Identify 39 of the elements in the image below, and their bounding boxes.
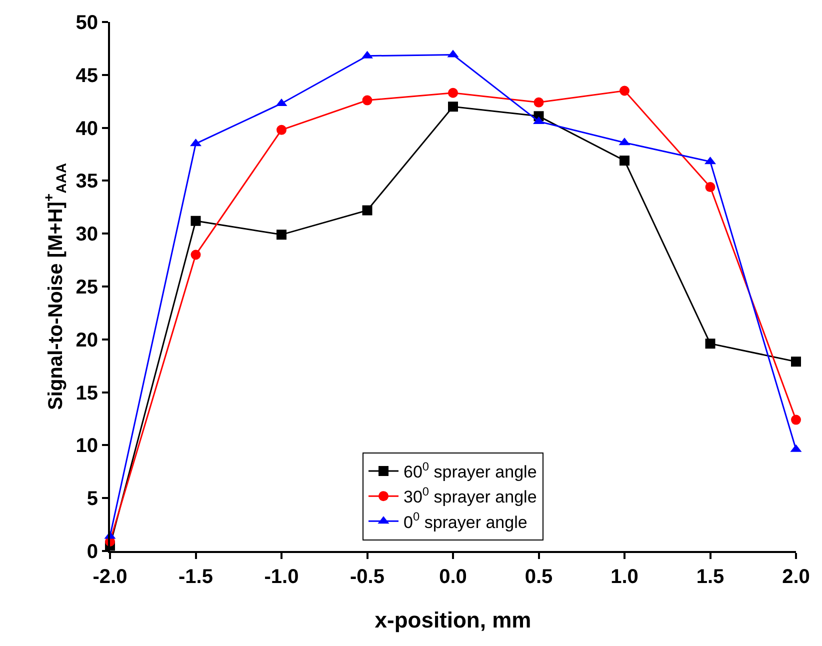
y-tick-label: 40 xyxy=(76,118,98,140)
point xyxy=(190,250,201,260)
point xyxy=(190,216,201,226)
point xyxy=(362,205,372,216)
y-tick-label: 50 xyxy=(76,12,98,34)
y-tick-label: 30 xyxy=(76,224,98,246)
x-tick-label: -1.0 xyxy=(264,566,299,588)
legend-label: 0$^{0}$ sprayer angle xyxy=(404,510,528,532)
point xyxy=(362,95,372,106)
y-tick-label: 45 xyxy=(76,64,98,87)
y-tick-label: 10 xyxy=(76,435,98,458)
point xyxy=(534,97,544,108)
y-tick-label: 5 xyxy=(86,488,98,510)
legend-label: 30$^{0}$ sprayer angle xyxy=(404,484,537,507)
point xyxy=(620,156,630,166)
point xyxy=(705,182,716,192)
y-tick-label: 15 xyxy=(76,382,98,404)
y-tick-label: 35 xyxy=(76,170,98,193)
point xyxy=(276,124,286,135)
y-tick-label: 20 xyxy=(76,329,98,352)
y-tick-label: 0 xyxy=(86,541,98,563)
x-tick-label: 1.0 xyxy=(610,566,638,588)
point xyxy=(620,86,630,96)
x-tick-label: 0.0 xyxy=(439,566,467,588)
point xyxy=(276,230,286,240)
x-tick-label: -0.5 xyxy=(350,566,384,588)
x-tick-label: -1.5 xyxy=(178,566,213,588)
point xyxy=(791,414,801,425)
y-tick-label: 25 xyxy=(76,276,98,298)
point xyxy=(791,356,801,367)
x-tick-label: -2.0 xyxy=(92,566,128,588)
legend-label: 60$^{0}$ sprayer angle xyxy=(404,459,537,482)
point xyxy=(705,338,716,349)
point xyxy=(448,88,458,98)
x-tick-label: 2.0 xyxy=(782,566,810,588)
point xyxy=(448,102,458,112)
x-tick-label: 0.5 xyxy=(524,566,553,588)
x-tick-label: 1.5 xyxy=(696,566,724,588)
x-axis-title: x-position, mm xyxy=(374,607,532,632)
